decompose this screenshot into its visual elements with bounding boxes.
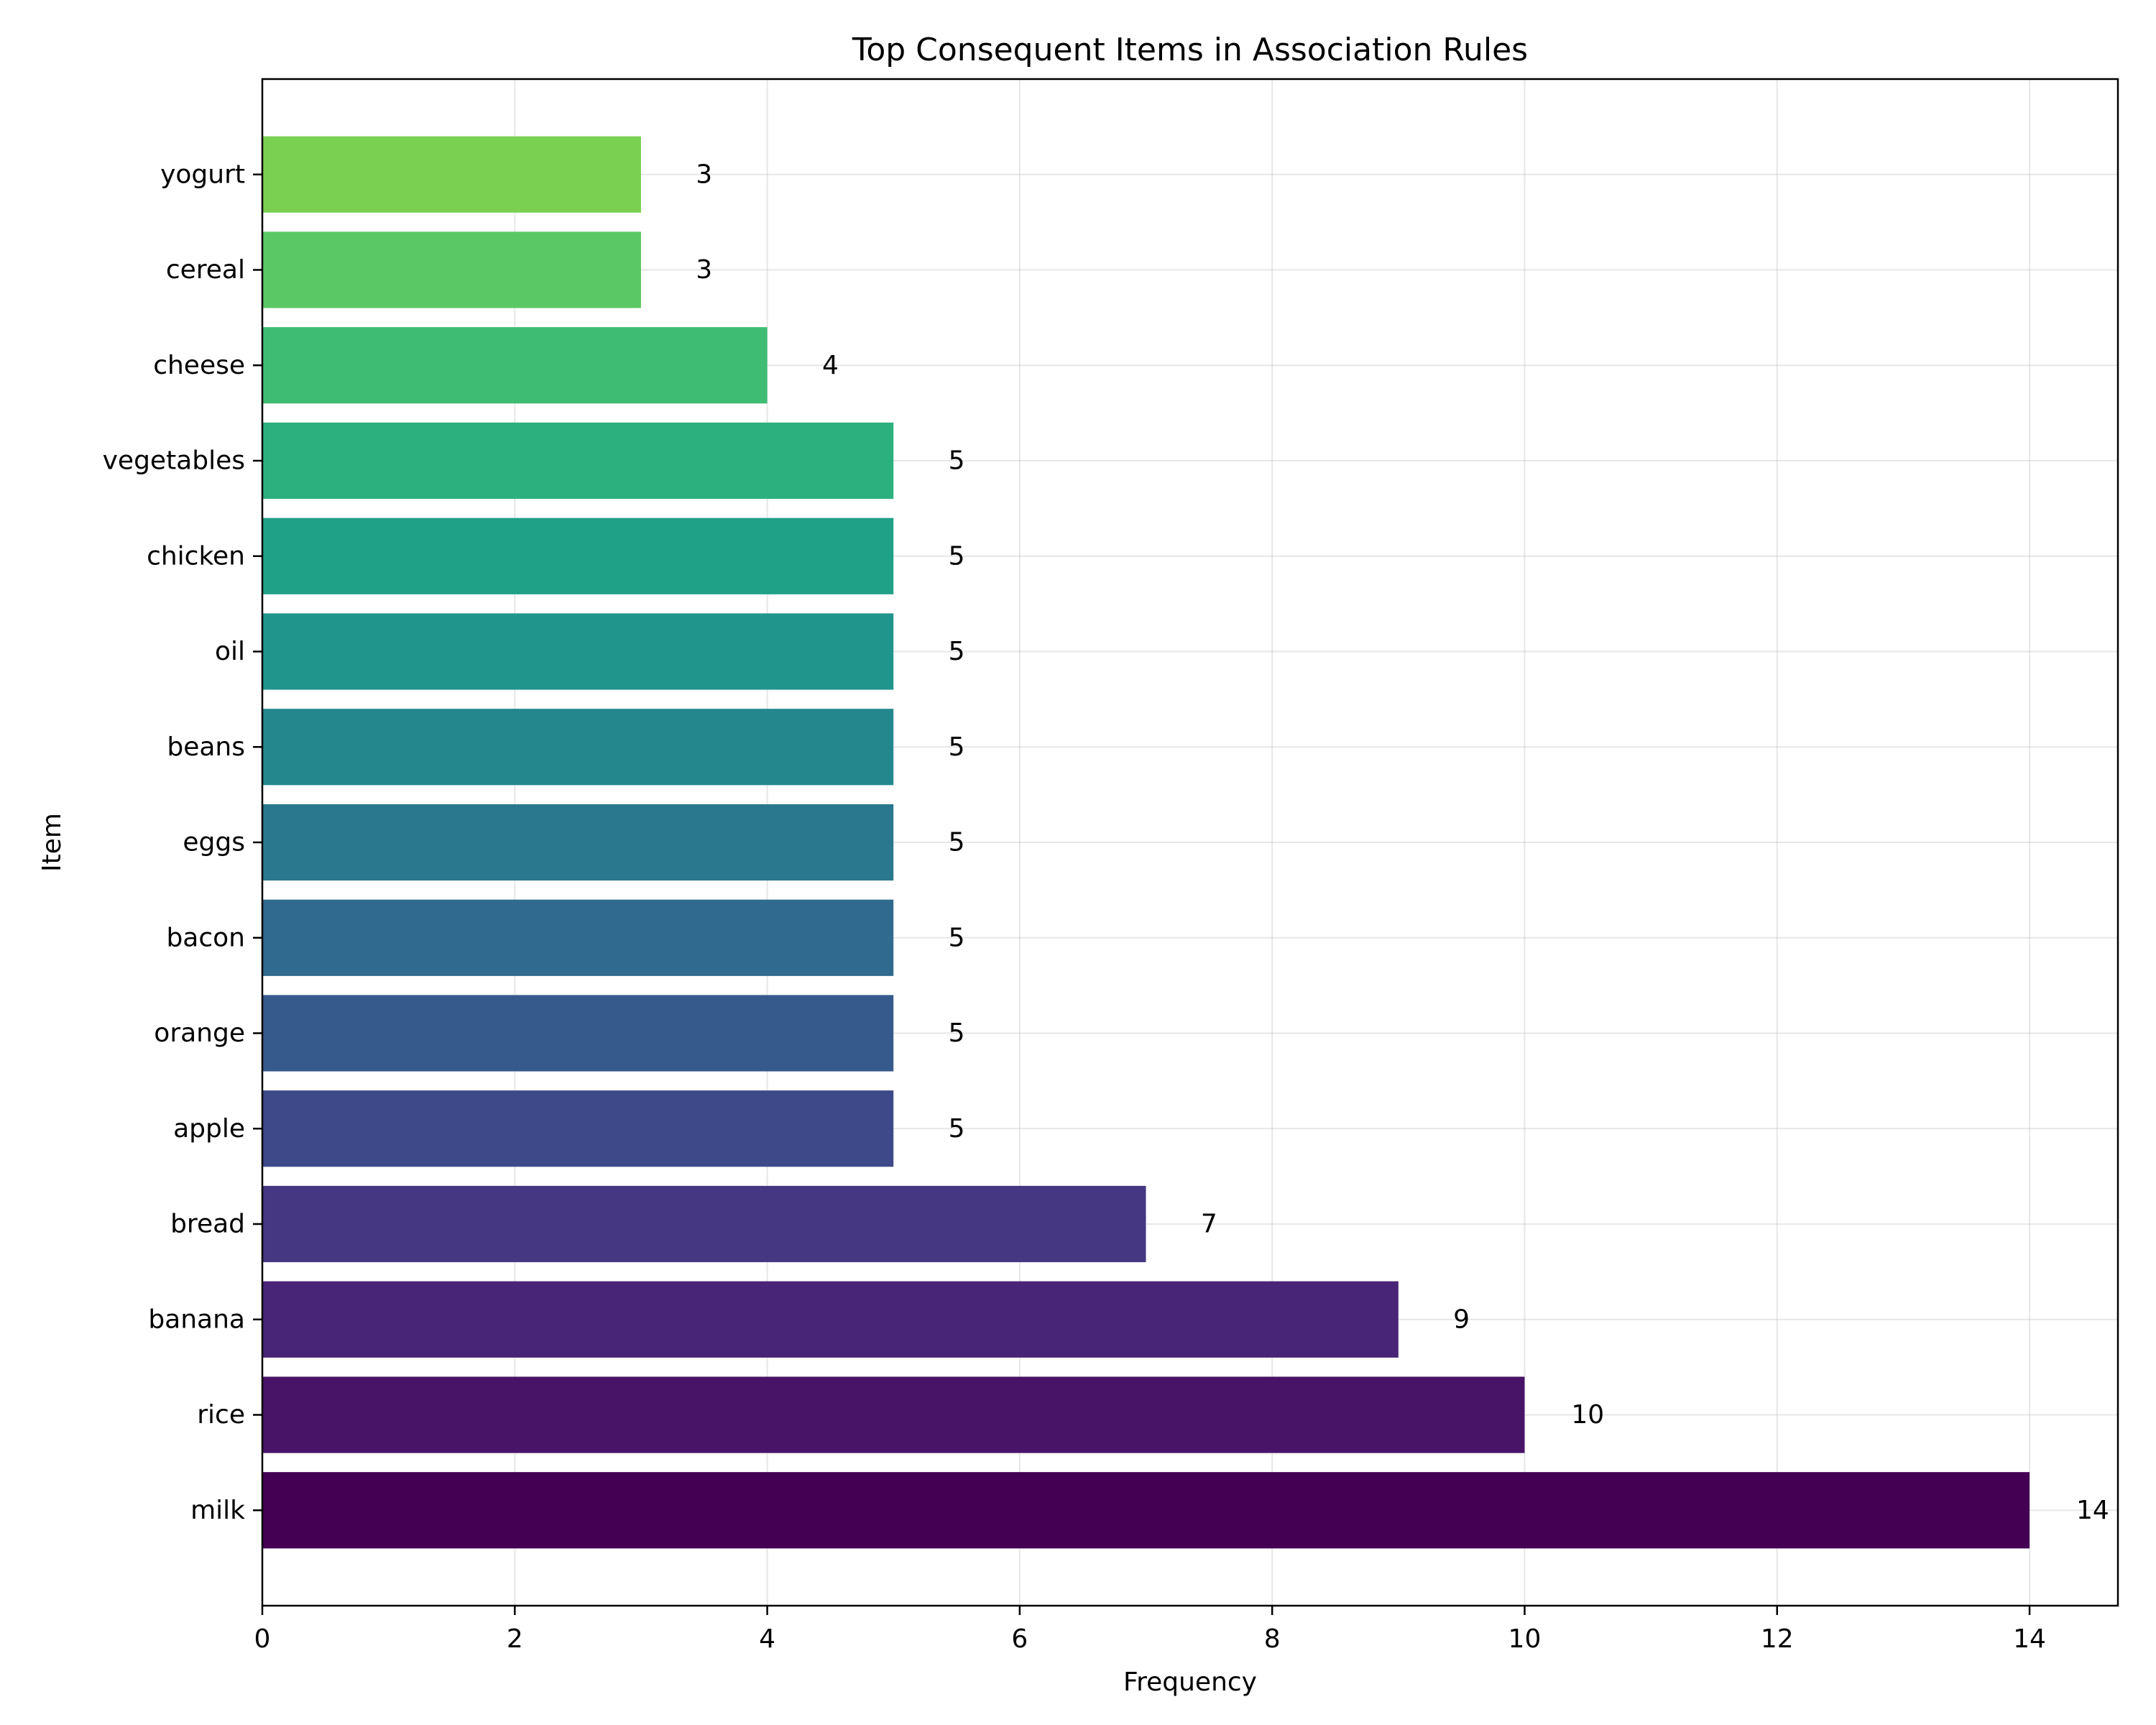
data-label-apple: 5 <box>949 1114 965 1144</box>
y-tick-label-chicken: chicken <box>147 541 245 571</box>
data-label-vegetables: 5 <box>949 446 965 476</box>
data-label-yogurt: 3 <box>696 160 712 189</box>
bar-cereal <box>262 231 641 308</box>
y-tick-label-eggs: eggs <box>183 828 245 857</box>
bar-bread <box>262 1185 1146 1263</box>
data-label-orange: 5 <box>949 1018 965 1048</box>
bar-yogurt <box>262 136 641 213</box>
bar-milk <box>262 1472 2030 1549</box>
data-label-bacon: 5 <box>949 923 965 952</box>
data-label-milk: 14 <box>2076 1496 2109 1525</box>
y-axis-ticks: milk rice banana bread apple orange bacon eggs b… <box>103 160 262 1525</box>
bars <box>262 136 2030 1549</box>
y-tick-label-oil: oil <box>215 637 245 666</box>
y-tick-label-banana: banana <box>148 1305 245 1334</box>
data-label-beans: 5 <box>949 732 965 762</box>
data-labels: 14 10 9 7 5 5 5 5 5 5 5 5 4 3 3 <box>696 160 2109 1525</box>
bar-eggs <box>262 804 894 881</box>
y-tick-label-milk: milk <box>190 1496 245 1525</box>
bar-chicken <box>262 518 894 594</box>
y-axis-label: Item <box>37 813 67 872</box>
data-label-bread: 7 <box>1201 1210 1217 1239</box>
x-tick-label: 4 <box>759 1624 775 1654</box>
data-label-cheese: 4 <box>822 351 839 380</box>
bar-orange <box>262 995 894 1072</box>
bar-rice <box>262 1376 1525 1453</box>
x-tick-label: 8 <box>1264 1624 1281 1654</box>
data-label-oil: 5 <box>949 637 965 666</box>
bar-vegetables <box>262 422 894 500</box>
y-tick-label-yogurt: yogurt <box>160 160 245 189</box>
bar-bacon <box>262 899 894 976</box>
data-label-chicken: 5 <box>949 541 965 571</box>
bar-beans <box>262 709 894 786</box>
x-tick-label: 10 <box>1508 1624 1542 1654</box>
x-tick-label: 2 <box>507 1624 523 1654</box>
x-axis-label: Frequency <box>1123 1668 1257 1697</box>
data-label-eggs: 5 <box>949 828 965 857</box>
data-label-banana: 9 <box>1453 1305 1470 1334</box>
bar-apple <box>262 1090 894 1167</box>
y-tick-label-orange: orange <box>154 1018 245 1048</box>
x-tick-label: 6 <box>1011 1624 1028 1654</box>
y-tick-label-bread: bread <box>170 1210 245 1239</box>
x-tick-label: 14 <box>2013 1624 2046 1654</box>
data-label-cereal: 3 <box>696 255 712 285</box>
data-label-rice: 10 <box>1571 1400 1604 1430</box>
x-tick-label: 12 <box>1761 1624 1794 1654</box>
y-tick-label-bacon: bacon <box>166 923 245 952</box>
y-tick-label-cereal: cereal <box>166 255 245 285</box>
chart-title: Top Consequent Items in Association Rule… <box>852 32 1528 68</box>
x-tick-label: 0 <box>254 1624 271 1654</box>
bar-cheese <box>262 327 768 404</box>
y-tick-label-apple: apple <box>173 1114 245 1144</box>
x-axis-ticks: 0 2 4 6 8 10 12 14 <box>254 1606 2046 1654</box>
y-tick-label-vegetables: vegetables <box>103 446 245 476</box>
y-tick-label-beans: beans <box>167 732 245 762</box>
bar-oil <box>262 613 894 690</box>
bar-banana <box>262 1281 1399 1358</box>
y-tick-label-cheese: cheese <box>153 351 245 380</box>
y-tick-label-rice: rice <box>197 1400 245 1430</box>
